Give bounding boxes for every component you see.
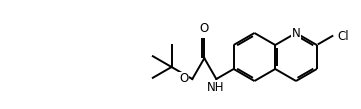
- Text: O: O: [179, 72, 188, 85]
- Text: O: O: [200, 22, 209, 35]
- Text: NH: NH: [206, 81, 224, 94]
- Text: N: N: [292, 26, 300, 39]
- Text: Cl: Cl: [338, 30, 349, 43]
